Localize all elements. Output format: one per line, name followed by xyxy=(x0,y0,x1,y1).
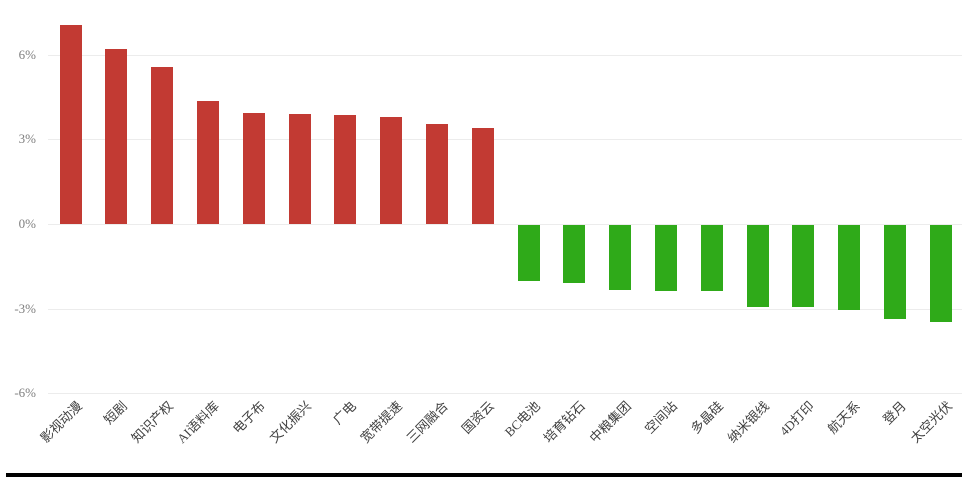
bar[interactable] xyxy=(59,25,82,224)
bar[interactable] xyxy=(471,128,494,224)
y-axis-tick-label: 3% xyxy=(18,131,36,147)
bar[interactable] xyxy=(105,49,128,224)
bar[interactable] xyxy=(425,123,448,224)
gridline xyxy=(48,308,962,310)
bar[interactable] xyxy=(242,112,265,224)
gridline xyxy=(48,224,962,225)
y-axis-tick-label: 0% xyxy=(18,216,36,231)
bar[interactable] xyxy=(746,225,769,307)
gridline xyxy=(48,393,962,395)
bar[interactable] xyxy=(838,225,861,310)
gridline xyxy=(48,54,962,56)
bar[interactable] xyxy=(380,116,403,224)
bar[interactable] xyxy=(517,225,540,282)
bar[interactable] xyxy=(563,225,586,283)
bar[interactable] xyxy=(334,115,357,224)
bar[interactable] xyxy=(288,114,311,224)
gridline xyxy=(48,139,962,141)
bar[interactable] xyxy=(151,67,174,224)
bar[interactable] xyxy=(196,101,219,224)
y-axis-tick-label: -6% xyxy=(14,385,36,401)
bar[interactable] xyxy=(700,225,723,292)
y-axis-tick-label: -3% xyxy=(14,300,36,316)
bar[interactable] xyxy=(883,225,906,320)
bar[interactable] xyxy=(929,225,952,323)
y-axis-tick-label: 6% xyxy=(18,46,36,62)
bar[interactable] xyxy=(792,225,815,307)
bar[interactable] xyxy=(654,225,677,292)
bar[interactable] xyxy=(609,225,632,290)
bottom-divider xyxy=(6,473,962,477)
